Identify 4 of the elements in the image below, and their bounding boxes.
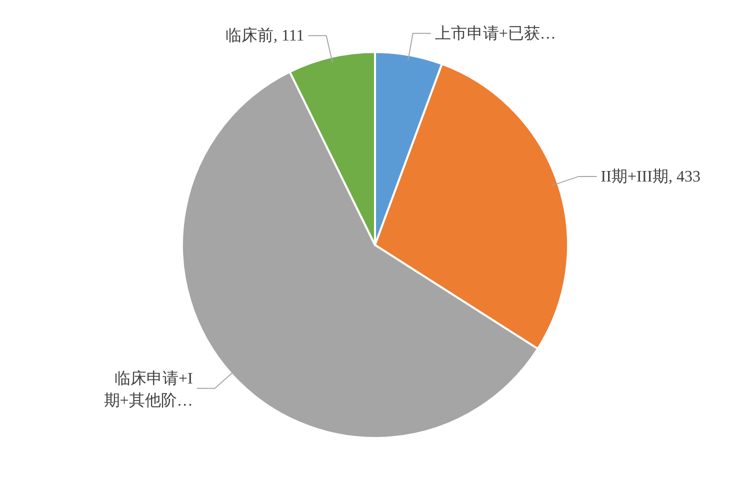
slice-label: 临床申请+I期+其他阶… xyxy=(104,369,193,410)
slice-label: 上市申请+已获… xyxy=(434,24,556,42)
slice-label: 临床前, 111 xyxy=(225,26,304,45)
slice-label: II期+III期, 433 xyxy=(600,167,700,186)
